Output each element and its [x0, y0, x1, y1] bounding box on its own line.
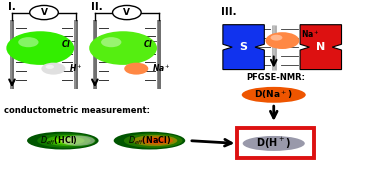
Ellipse shape — [37, 133, 96, 148]
Ellipse shape — [147, 138, 167, 143]
Text: S: S — [240, 42, 248, 52]
Circle shape — [89, 31, 157, 65]
Circle shape — [6, 31, 74, 65]
Ellipse shape — [243, 136, 305, 151]
FancyBboxPatch shape — [156, 20, 158, 89]
Ellipse shape — [61, 136, 95, 146]
Ellipse shape — [141, 137, 173, 145]
Polygon shape — [300, 25, 342, 70]
Circle shape — [271, 35, 282, 41]
Text: I.: I. — [8, 2, 16, 12]
Ellipse shape — [114, 132, 185, 149]
Text: Na$^+$: Na$^+$ — [301, 28, 320, 40]
Circle shape — [101, 37, 121, 47]
FancyBboxPatch shape — [156, 20, 161, 89]
FancyBboxPatch shape — [93, 20, 97, 89]
Circle shape — [18, 37, 39, 47]
FancyBboxPatch shape — [74, 20, 76, 89]
Text: V: V — [123, 8, 130, 17]
Text: Cl$^-$: Cl$^-$ — [143, 38, 159, 49]
Text: II.: II. — [91, 2, 103, 12]
Ellipse shape — [242, 87, 306, 103]
Polygon shape — [223, 25, 264, 70]
Circle shape — [113, 5, 141, 20]
Text: Na$^+$: Na$^+$ — [152, 63, 171, 74]
Ellipse shape — [133, 135, 177, 146]
Circle shape — [124, 63, 148, 75]
Text: Cl$^-$: Cl$^-$ — [60, 38, 76, 49]
Text: V: V — [40, 8, 48, 17]
FancyBboxPatch shape — [10, 20, 12, 89]
FancyBboxPatch shape — [74, 20, 78, 89]
Ellipse shape — [57, 138, 77, 143]
Text: D(Na$^+$): D(Na$^+$) — [254, 88, 293, 101]
FancyBboxPatch shape — [93, 20, 94, 89]
Text: III.: III. — [221, 7, 237, 17]
Circle shape — [41, 63, 65, 75]
Ellipse shape — [27, 132, 99, 149]
Circle shape — [265, 32, 299, 49]
Ellipse shape — [124, 133, 183, 148]
Text: H$^+$: H$^+$ — [69, 63, 83, 74]
Text: D(H$^+$): D(H$^+$) — [256, 136, 291, 151]
Text: $D_{eff}$(NaCl): $D_{eff}$(NaCl) — [128, 134, 171, 147]
Circle shape — [46, 65, 54, 69]
Ellipse shape — [53, 137, 85, 145]
Bar — [237, 129, 314, 158]
Text: $D_{eff}$(HCl): $D_{eff}$(HCl) — [40, 134, 78, 147]
Text: N: N — [316, 42, 325, 52]
Ellipse shape — [46, 135, 91, 146]
FancyBboxPatch shape — [10, 20, 14, 89]
Text: conductometric measurement:: conductometric measurement: — [5, 106, 150, 115]
Circle shape — [30, 5, 58, 20]
Text: PFGSE-NMR:: PFGSE-NMR: — [246, 73, 305, 82]
